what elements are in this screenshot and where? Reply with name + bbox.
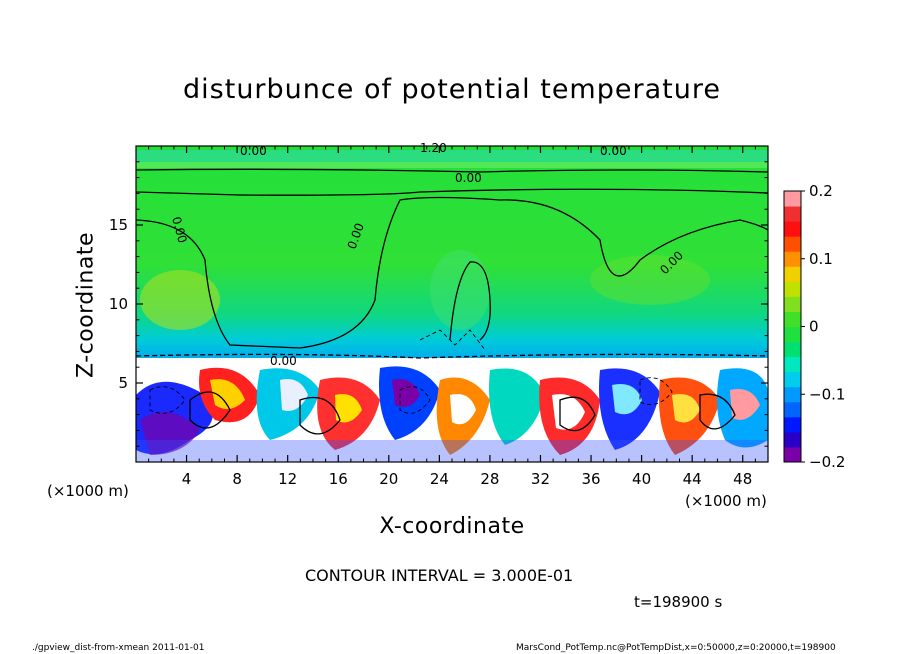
x-tick-label: 24 — [430, 470, 449, 488]
colorbar-swatch — [784, 371, 801, 388]
x-tick-label: 36 — [581, 470, 600, 488]
y-tick-label: 5 — [118, 374, 128, 392]
contour-label: 0.00 — [270, 354, 297, 368]
colorbar-swatch — [784, 431, 801, 448]
colorbar-tick-label: 0.1 — [809, 250, 833, 268]
colorbar-swatch — [784, 341, 801, 358]
time-text: t=198900 s — [634, 593, 723, 611]
colorbar-tick-label: −0.2 — [809, 453, 845, 471]
footer-right: MarsCond_PotTemp.nc@PotTempDist,x=0:5000… — [516, 643, 836, 653]
colorbar-swatch — [784, 221, 801, 237]
y-tick-label: 15 — [109, 216, 128, 234]
colorbar-swatch — [784, 326, 801, 343]
contour-label: 0.00 — [600, 144, 627, 158]
y-axis: 5 10 15 — [109, 161, 768, 447]
x-tick-label: 48 — [733, 470, 752, 488]
colorbar-tick-label: 0.2 — [809, 182, 833, 200]
x-tick-label: 40 — [632, 470, 651, 488]
colorbar-swatch — [784, 356, 801, 373]
x-axis: 4 8 12 16 20 24 28 32 36 40 44 48 — [148, 146, 756, 488]
colorbar: 0.2 0.1 0 −0.1 −0.2 — [783, 182, 845, 471]
negative-contours — [149, 329, 673, 414]
colorbar-swatch — [784, 236, 801, 252]
y-tick-label: 10 — [109, 295, 128, 313]
x-tick-label: 32 — [531, 470, 550, 488]
colorbar-tick-label: −0.1 — [809, 385, 845, 403]
x-tick-label: 20 — [379, 470, 398, 488]
colorbar-swatch — [784, 401, 801, 418]
colorbar-swatch — [784, 281, 801, 297]
contour-label: 0.00 — [240, 144, 267, 158]
colorbar-swatch — [784, 446, 801, 463]
colorbar-swatch — [784, 386, 801, 403]
x-tick-label: 12 — [278, 470, 297, 488]
x-unit-label-right: (×1000 m) — [685, 492, 767, 510]
x-tick-label: 4 — [182, 470, 192, 488]
contour-label: 0.00 — [169, 215, 189, 244]
colorbar-swatch — [784, 191, 801, 207]
x-tick-label: 28 — [480, 470, 499, 488]
contour-label: 1.20 — [420, 141, 447, 155]
chart-title: disturbunce of potential temperature — [183, 74, 721, 105]
colorbar-swatch — [784, 416, 801, 433]
x-tick-label: 44 — [683, 470, 702, 488]
colorbar-swatch — [784, 311, 801, 327]
x-axis-label: X-coordinate — [379, 514, 525, 539]
contour-lines — [136, 168, 768, 435]
x-tick-label: 16 — [329, 470, 348, 488]
colorbar-swatch — [784, 266, 801, 282]
convective-blobs — [136, 366, 768, 462]
colorbar-swatch — [784, 251, 801, 267]
plot-field — [136, 146, 768, 462]
contour-label: 0.00 — [455, 171, 482, 185]
colorbar-tick-label: 0 — [809, 318, 819, 336]
footer-left: ./gpview_dist-from-xmean 2011-01-01 — [32, 643, 205, 653]
colorbar-swatch — [784, 296, 801, 312]
x-tick-label: 8 — [232, 470, 242, 488]
contour-interval-text: CONTOUR INTERVAL = 3.000E-01 — [305, 566, 574, 585]
x-unit-label-left: (×1000 m) — [47, 482, 129, 500]
colorbar-swatch — [784, 206, 801, 222]
